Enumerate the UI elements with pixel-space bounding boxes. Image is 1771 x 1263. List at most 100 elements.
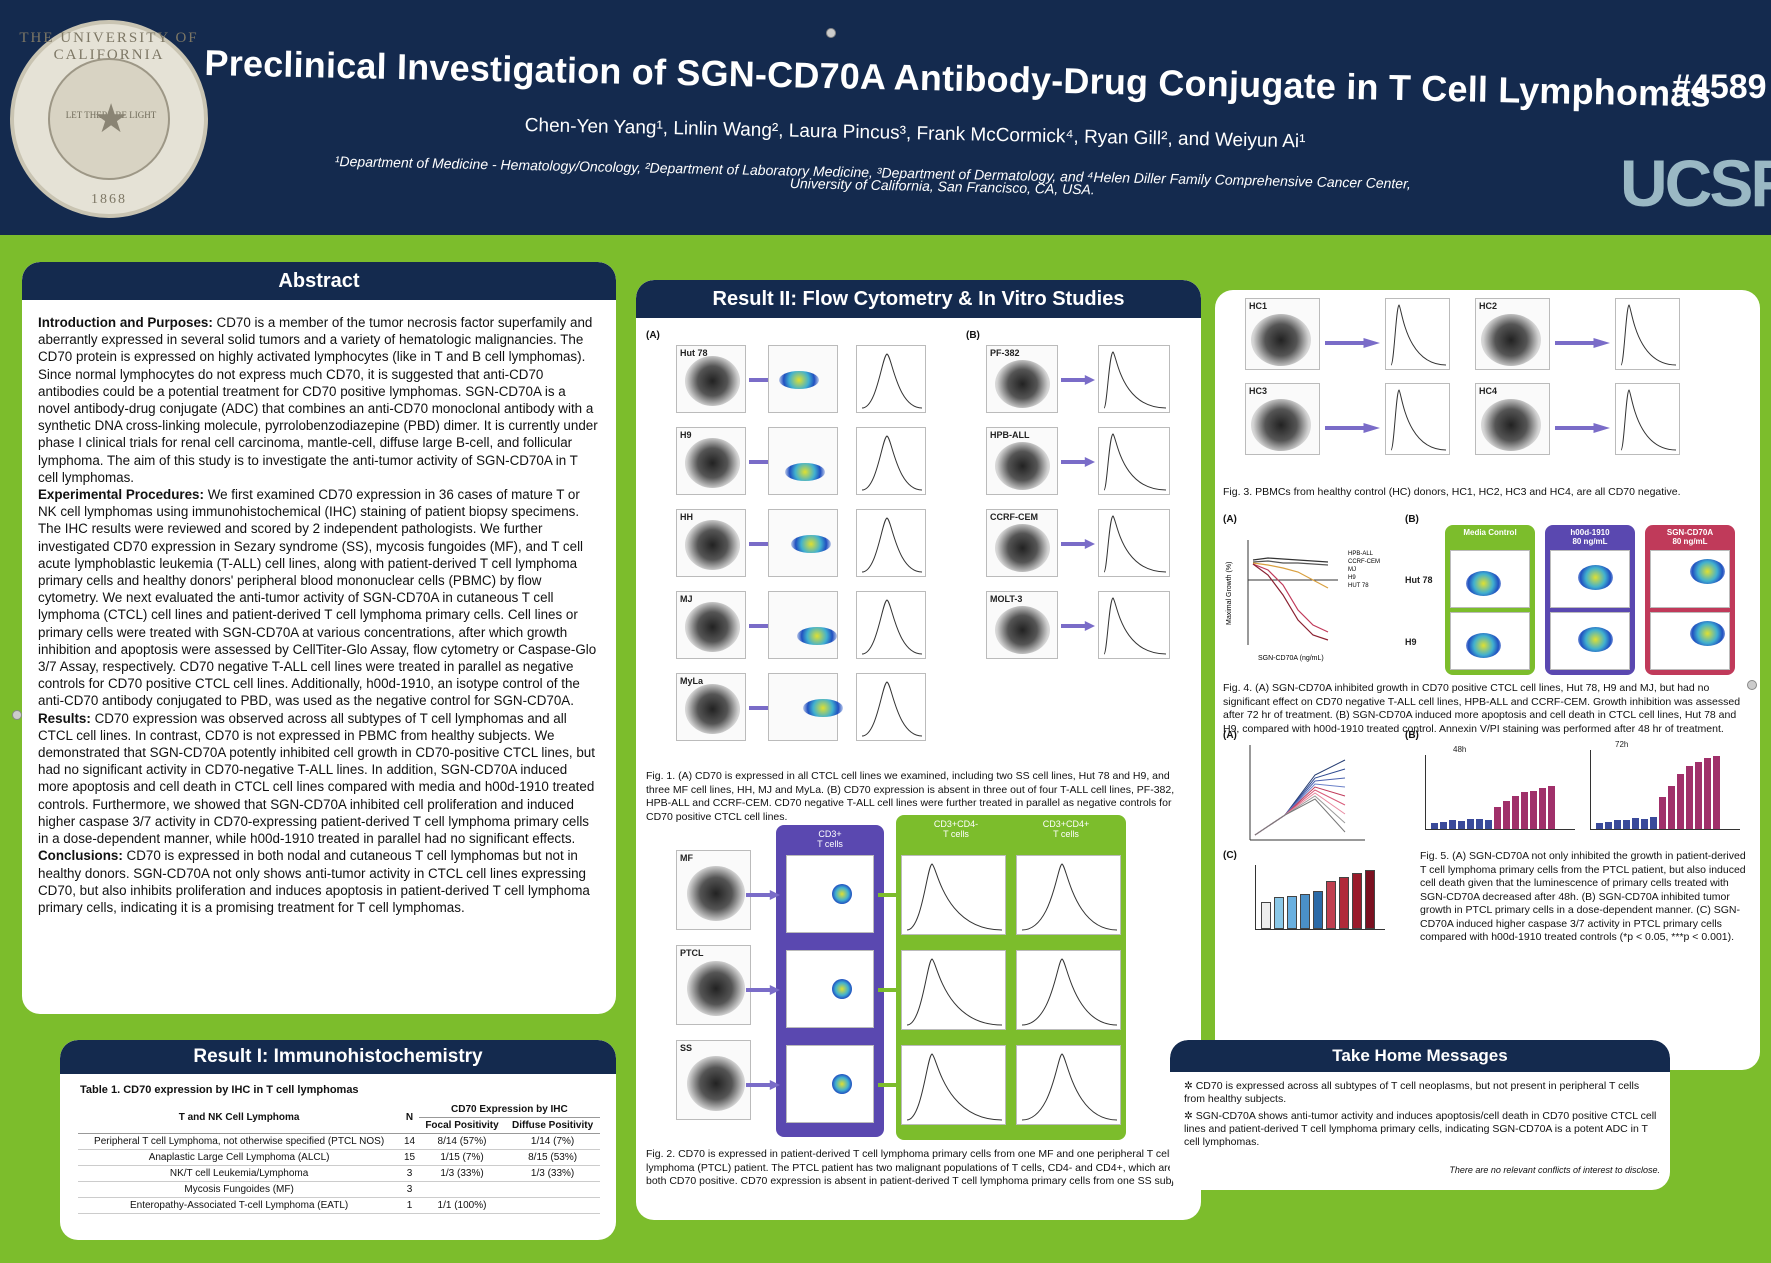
flow-plot: MJ: [676, 591, 746, 659]
fig4-xlabel: SGN-CD70A (ng/mL): [1258, 655, 1324, 662]
message-1-text: CD70 is expressed across all subtypes of…: [1184, 1080, 1640, 1105]
cd70-blob: [779, 371, 819, 389]
result2-heading: Result II: Flow Cytometry & In Vitro Stu…: [636, 280, 1201, 318]
annexin-plot: [1450, 550, 1530, 608]
flow-plot: PTCL: [676, 945, 751, 1025]
fig5b-bar: [1431, 823, 1438, 829]
fig4b-column: SGN-CD70A 80 ng/mL: [1645, 525, 1735, 675]
histogram-curve: [1103, 515, 1167, 573]
arrow-icon: [878, 985, 912, 995]
asterisk-icon: ✲: [1184, 1110, 1196, 1122]
arrow-icon: [1325, 423, 1380, 433]
fig4-legend-entry: HPB-ALL: [1348, 551, 1374, 557]
hc-histogram: [1615, 383, 1680, 455]
arrow-icon: [1061, 375, 1095, 385]
flow-plot: CCRF-CEM: [986, 509, 1058, 577]
poster-id: #4589: [1672, 68, 1767, 106]
fig4-legend-entry: HUT 78: [1348, 583, 1369, 589]
hc-flow-plot: HC4: [1475, 383, 1550, 455]
authors: Chen-Yen Yang¹, Linlin Wang², Laura Pinc…: [524, 115, 1306, 153]
fig5b-bar: [1512, 795, 1519, 829]
message-2-text: SGN-CD70A shows anti-tumor activity and …: [1184, 1110, 1657, 1148]
fig5b-bar: [1650, 817, 1657, 829]
density-blob: [1251, 399, 1311, 451]
fig4-growth-chart: SGN-CD70A (ng/mL) Maximal Growth (%) HPB…: [1226, 540, 1380, 662]
histogram-curve: [1103, 351, 1167, 409]
annexin-plot: [1650, 612, 1730, 670]
histogram-curve: [861, 517, 923, 573]
asterisk-icon: ✲: [1184, 1080, 1196, 1092]
cd3-plot: [786, 1045, 874, 1123]
density-blob: [687, 866, 745, 921]
density-blob: [685, 438, 740, 488]
cd4neg-label: CD3+CD4- T cells: [933, 819, 979, 839]
arrow-icon: [1061, 621, 1095, 631]
col-group: CD70 Expression by IHC: [418, 1102, 600, 1118]
histogram: [856, 345, 926, 413]
fig1-panel-a-label: (A): [646, 330, 660, 341]
flow-plot: MyLa: [676, 673, 746, 741]
histogram: [856, 427, 926, 495]
density-blob: [1481, 399, 1541, 451]
hc-histogram: [1385, 383, 1450, 455]
poster-header: THE UNIVERSITY OF CALIFORNIA LET THERE B…: [0, 0, 1771, 235]
sample-label: PTCL: [680, 948, 704, 958]
cd3-label: CD3+ T cells: [817, 829, 843, 849]
density-blob: [685, 602, 740, 652]
arrow-icon: [746, 985, 780, 995]
fig1-panel-b-label: (B): [966, 330, 980, 341]
fig5b-bar: [1623, 819, 1630, 829]
cd4pos-label: CD3+CD4+ T cells: [1042, 819, 1090, 839]
arrow-icon: [746, 890, 780, 900]
fig5b-bar: [1614, 820, 1621, 829]
fig4-b-label: (B): [1405, 514, 1419, 525]
fig5-caspase-chart: [1255, 865, 1385, 930]
histogram-cd4neg: [901, 950, 1006, 1030]
flow-plot: H9: [676, 427, 746, 495]
arrow-icon: [1061, 457, 1095, 467]
abstract-methods: Experimental Procedures: We first examin…: [38, 486, 600, 710]
fig4-series-line: [1252, 560, 1329, 566]
cd70-plot: [768, 509, 838, 577]
fig4b-column: Media Control: [1445, 525, 1535, 675]
fig5b-bar: [1704, 757, 1711, 829]
conclusions-text: CD70 is expressed in both nodal and cuta…: [38, 848, 590, 915]
histogram: [856, 591, 926, 659]
histogram-cd4neg: [901, 855, 1006, 935]
annexin-plot: [1550, 612, 1630, 670]
density-blob: [995, 606, 1050, 654]
methods-text: We first examined CD70 expression in 36 …: [38, 487, 597, 709]
table-row: Anaplastic Large Cell Lymphoma (ALCL) 15 1…: [78, 1149, 600, 1166]
cell-line-label: MyLa: [680, 676, 704, 686]
fig5c-bar: [1352, 872, 1362, 929]
fig4-series-line: [1252, 557, 1329, 563]
take-home-message-2: ✲ SGN-CD70A shows anti-tumor activity an…: [1184, 1110, 1659, 1149]
fig5b-bar: [1668, 785, 1675, 829]
histogram: [1098, 345, 1170, 413]
abstract-conclusions: Conclusions: CD70 is expressed in both n…: [38, 847, 600, 916]
arrow-icon: [1061, 539, 1095, 549]
fig2-caption: Fig. 2. CD70 is expressed in patient-der…: [646, 1148, 1191, 1187]
arrow-icon: [749, 539, 783, 549]
hc-label: HC4: [1479, 386, 1498, 396]
push-pin: [12, 710, 22, 720]
flow-plot: PF-382: [986, 345, 1058, 413]
results-label: Results:: [38, 710, 91, 726]
hc-label: HC1: [1249, 301, 1268, 311]
histogram-cd4pos: [1016, 1045, 1121, 1125]
fig4-legend: HPB-ALL CCRF-CEM MJ H9 HUT 78: [1348, 551, 1380, 589]
cd3-blob: [832, 1074, 852, 1094]
annexin-plot: [1650, 550, 1730, 608]
fig5b-bar: [1467, 819, 1474, 829]
cell-name: Mycosis Fungoides (MF): [78, 1181, 401, 1198]
fig5b-bar: [1485, 820, 1492, 829]
density-blob: [685, 684, 740, 734]
cell-line-label: PF-382: [990, 348, 1020, 358]
intro-label: Introduction and Purposes:: [38, 315, 213, 330]
table-row: NK/T cell Leukemia/Lymphoma 3 1/3 (33%) 1/3…: [78, 1165, 600, 1182]
cd70-plot: [768, 427, 838, 495]
cell-focal: 8/14 (57%): [418, 1133, 506, 1150]
cell-line-label: HPB-ALL: [990, 430, 1030, 440]
fig5c-bar: [1365, 870, 1375, 929]
cd70-blob: [797, 627, 837, 645]
